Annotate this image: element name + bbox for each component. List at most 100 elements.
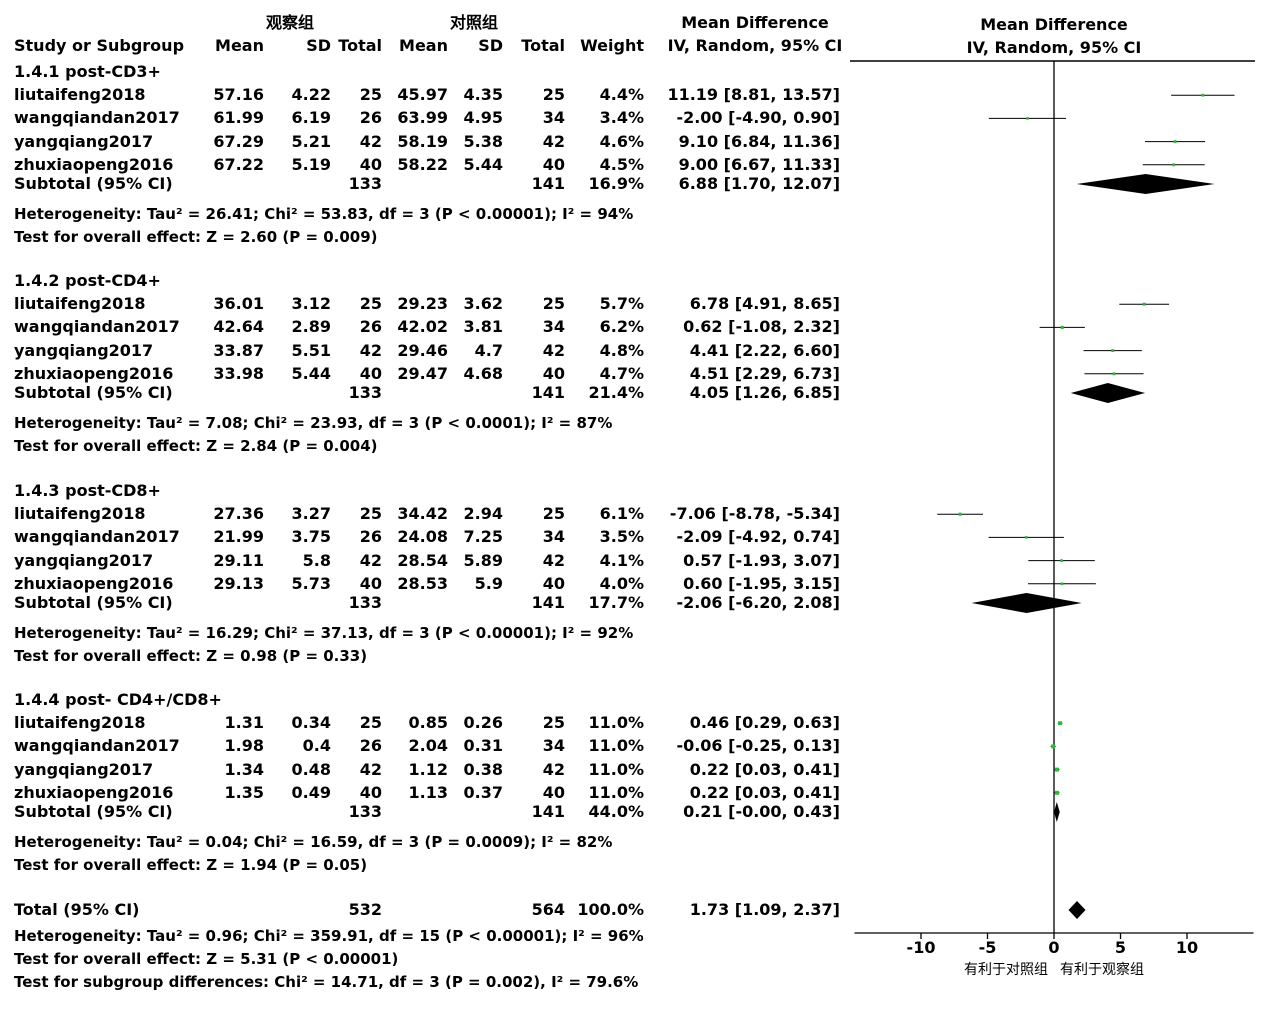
sd1-column-header: SD bbox=[306, 36, 331, 55]
study-n1: 26 bbox=[359, 527, 382, 547]
study-sd2: 0.26 bbox=[463, 713, 503, 733]
study-n1: 40 bbox=[359, 154, 382, 174]
subtotal-weight: 17.7% bbox=[588, 593, 644, 612]
study-n1: 42 bbox=[359, 759, 382, 779]
subgroup-title: 1.4.3 post-CD8+ bbox=[14, 481, 161, 500]
study-point bbox=[1172, 163, 1176, 167]
study-weight: 4.6% bbox=[599, 131, 644, 151]
study-n1: 26 bbox=[359, 736, 382, 756]
study-mean2: 1.12 bbox=[408, 759, 448, 779]
mean1-column-header: Mean bbox=[215, 36, 264, 55]
study-sd1: 5.8 bbox=[302, 550, 331, 570]
study-mean1: 42.64 bbox=[213, 317, 264, 337]
study-mean1: 33.98 bbox=[213, 363, 264, 383]
study-name: yangqiang2017 bbox=[14, 550, 154, 570]
study-point bbox=[1058, 721, 1063, 726]
x-tick-label: -10 bbox=[907, 938, 936, 957]
study-sd2: 4.68 bbox=[463, 363, 503, 383]
study-sd2: 0.31 bbox=[463, 736, 503, 756]
sd2-column-header: SD bbox=[478, 36, 503, 55]
study-n1: 40 bbox=[359, 363, 382, 383]
study-mean2: 28.53 bbox=[397, 573, 448, 593]
study-name: yangqiang2017 bbox=[14, 340, 154, 360]
study-sd2: 4.35 bbox=[463, 85, 503, 105]
plot-md-header-label: Mean Difference bbox=[980, 15, 1128, 34]
total1-column-header: Total bbox=[338, 36, 382, 55]
study-weight: 11.0% bbox=[588, 736, 644, 756]
study-n2: 25 bbox=[542, 85, 565, 105]
study-sd1: 0.34 bbox=[291, 713, 331, 733]
study-sd2: 5.38 bbox=[463, 131, 503, 151]
study-n2: 40 bbox=[542, 573, 565, 593]
subgroup-differences-text: Test for subgroup differences: Chi² = 14… bbox=[14, 973, 639, 991]
study-ci: 0.22 [0.03, 0.41] bbox=[689, 759, 840, 779]
subgroup-title: 1.4.4 post- CD4+/CD8+ bbox=[14, 690, 222, 709]
overall-effect-text: Test for overall effect: Z = 0.98 (P = 0… bbox=[14, 647, 368, 665]
study-name: yangqiang2017 bbox=[14, 131, 154, 151]
study-point bbox=[1054, 767, 1059, 772]
study-mean2: 42.02 bbox=[397, 317, 448, 337]
subtotal-ci: 0.21 [-0.00, 0.43] bbox=[683, 802, 840, 821]
study-ci: 11.19 [8.81, 13.57] bbox=[667, 85, 840, 105]
study-sd1: 3.75 bbox=[291, 527, 331, 547]
md-header-label: Mean Difference bbox=[681, 13, 829, 32]
total-label: Total (95% CI) bbox=[14, 900, 140, 919]
study-sd1: 4.22 bbox=[291, 85, 331, 105]
study-n1: 40 bbox=[359, 782, 382, 802]
study-ci: 6.78 [4.91, 8.65] bbox=[689, 294, 840, 314]
heterogeneity-text: Heterogeneity: Tau² = 0.04; Chi² = 16.59… bbox=[14, 833, 613, 851]
study-ci: 0.62 [-1.08, 2.32] bbox=[683, 317, 840, 337]
study-name: liutaifeng2018 bbox=[14, 294, 146, 314]
study-point bbox=[958, 512, 962, 516]
study-sd1: 5.44 bbox=[291, 363, 331, 383]
study-weight: 6.2% bbox=[599, 317, 644, 337]
overall-effect-text: Test for overall effect: Z = 1.94 (P = 0… bbox=[14, 856, 368, 874]
study-n2: 34 bbox=[542, 736, 565, 756]
plot-md-header-method: IV, Random, 95% CI bbox=[967, 38, 1142, 57]
study-n1: 26 bbox=[359, 108, 382, 128]
x-tick-label: 10 bbox=[1176, 938, 1198, 957]
favours-left-label: 有利于对照组 bbox=[964, 962, 1048, 978]
heterogeneity-text: Heterogeneity: Tau² = 16.29; Chi² = 37.1… bbox=[14, 624, 634, 642]
study-sd2: 3.62 bbox=[463, 294, 503, 314]
study-weight: 3.4% bbox=[599, 108, 644, 128]
study-ci: 0.57 [-1.93, 3.07] bbox=[683, 550, 840, 570]
study-point bbox=[1054, 790, 1059, 795]
study-n1: 26 bbox=[359, 317, 382, 337]
study-sd1: 6.19 bbox=[291, 108, 331, 128]
study-ci: 4.41 [2.22, 6.60] bbox=[689, 340, 840, 360]
study-ci: 0.46 [0.29, 0.63] bbox=[689, 713, 840, 733]
study-mean1: 29.11 bbox=[213, 550, 264, 570]
study-mean2: 2.04 bbox=[408, 736, 448, 756]
study-sd2: 5.89 bbox=[463, 550, 503, 570]
study-mean2: 45.97 bbox=[397, 85, 448, 105]
total2-column-header: Total bbox=[521, 36, 565, 55]
study-mean1: 1.31 bbox=[224, 713, 264, 733]
study-n2: 25 bbox=[542, 713, 565, 733]
total-n2: 564 bbox=[531, 900, 565, 919]
total-overall-effect-text: Test for overall effect: Z = 5.31 (P < 0… bbox=[14, 950, 399, 968]
study-point bbox=[1112, 372, 1116, 376]
subtotal-weight: 21.4% bbox=[588, 383, 644, 402]
study-ci: -0.06 [-0.25, 0.13] bbox=[676, 736, 840, 756]
study-n2: 40 bbox=[542, 363, 565, 383]
study-mean2: 34.42 bbox=[397, 504, 448, 524]
study-sd2: 5.44 bbox=[463, 154, 503, 174]
subtotal-label: Subtotal (95% CI) bbox=[14, 383, 173, 402]
study-mean2: 24.08 bbox=[397, 527, 448, 547]
mean2-column-header: Mean bbox=[399, 36, 448, 55]
study-mean2: 28.54 bbox=[397, 550, 448, 570]
study-mean1: 61.99 bbox=[213, 108, 264, 128]
study-point bbox=[1060, 559, 1063, 562]
study-weight: 4.4% bbox=[599, 85, 644, 105]
study-n2: 42 bbox=[542, 131, 565, 151]
subtotal-diamond bbox=[1070, 383, 1146, 403]
x-tick-label: 0 bbox=[1048, 938, 1059, 957]
study-n2: 25 bbox=[542, 504, 565, 524]
favours-right-label: 有利于观察组 bbox=[1060, 961, 1144, 978]
study-weight: 4.0% bbox=[599, 573, 644, 593]
study-weight: 11.0% bbox=[588, 782, 644, 802]
study-sd1: 5.19 bbox=[291, 154, 331, 174]
study-ci: 0.22 [0.03, 0.41] bbox=[689, 782, 840, 802]
study-mean2: 58.19 bbox=[397, 131, 448, 151]
